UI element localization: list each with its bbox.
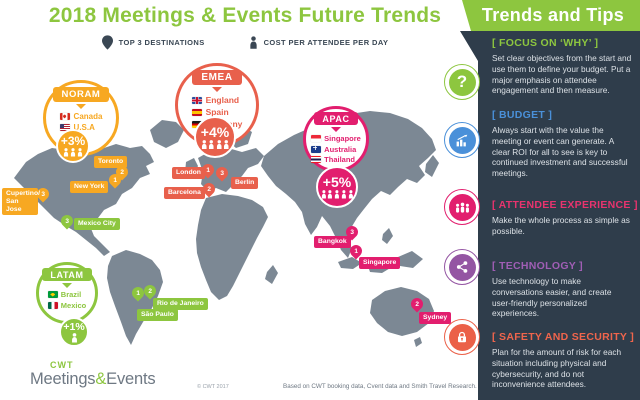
sidebar-panel (460, 31, 640, 400)
region-apac: APAC Singapore Australia Thailand +5% (303, 106, 369, 208)
region-emea: EMEA England Spain Germany +4% (175, 63, 259, 158)
region-latam: LATAM Brazil Mexico +1% (36, 262, 98, 347)
city-label-barcelona: Barcelona (164, 187, 205, 199)
people-icon (444, 189, 480, 225)
chevron-down-icon (62, 283, 72, 288)
new-guinea (398, 251, 423, 268)
region-latam-circle: LATAM Brazil Mexico (36, 262, 98, 324)
germany-flag (191, 120, 202, 128)
section-title-budget: [ BUDGET ] (492, 109, 553, 121)
legend: TOP 3 DESTINATIONS COST PER ATTENDEE PER… (55, 35, 435, 50)
sidebar-header: Trends and Tips (462, 0, 640, 31)
section-body-focus-on-why: Set clear objectives from the start and … (492, 53, 632, 96)
attendee-icon (249, 36, 257, 49)
japan (425, 155, 439, 177)
region-apac-banner: APAC (314, 112, 358, 125)
section-body-attendee-experience: Make the whole process as simple as poss… (492, 215, 630, 236)
city-label-sydney: Sydney (419, 312, 452, 324)
region-apac-change: +5% (316, 166, 358, 208)
legend-destinations: TOP 3 DESTINATIONS (101, 35, 205, 50)
bar-chart-icon (444, 122, 480, 158)
section-title-attendee-experience: [ ATTENDEE EXPERIENCE ] (492, 199, 638, 211)
region-apac-circle: APAC Singapore Australia Thailand (303, 106, 369, 172)
country-label: Thailand (324, 155, 355, 164)
country-label: Brazil (60, 290, 82, 299)
share-icon (444, 249, 480, 285)
attendee-icons (71, 333, 78, 343)
region-latam-banner: LATAM (42, 268, 92, 281)
canada-flag (59, 113, 70, 120)
city-label-london: London (172, 167, 205, 179)
region-emea-banner: EMEA (192, 70, 242, 85)
page-title: 2018 Meetings & Events Future Trends (48, 4, 442, 27)
source-text: Based on CWT booking data, Cvent data an… (283, 383, 477, 390)
region-noram: NORAM Canada U.S.A +3% (43, 80, 119, 163)
philippines (382, 228, 393, 244)
copyright-text: © CWT 2017 (197, 384, 229, 390)
chevron-down-icon (331, 127, 341, 132)
region-latam-change: +1% (59, 317, 89, 347)
spain-flag (191, 108, 202, 116)
continent-africa (196, 194, 268, 300)
usa-flag (59, 124, 70, 131)
map-pin-icon (101, 35, 113, 50)
australia-flag (311, 145, 322, 153)
section-body-technology: Use technology to make conversations eas… (492, 276, 612, 319)
city-label-toronto: Toronto (94, 156, 128, 168)
region-noram-banner: NORAM (52, 87, 110, 102)
singapore-flag (311, 135, 322, 142)
section-title-safety-and-security: [ SAFETY AND SECURITY ] (492, 331, 635, 343)
region-emea-change: +4% (194, 116, 236, 158)
section-title-focus-on-why: [ FOCUS ON ‘WHY’ ] (492, 37, 599, 49)
city-label-mexico-city: Mexico City (74, 218, 120, 230)
legend-cost: COST PER ATTENDEE PER DAY (249, 36, 389, 49)
attendee-icons (201, 140, 230, 149)
country-label: Singapore (324, 134, 361, 143)
cwt-logo: CWT Meetings&Events (30, 360, 156, 389)
attendee-icons (321, 190, 354, 199)
tasmania (414, 337, 422, 347)
question-icon (444, 64, 480, 100)
city-label-bangkok: Bangkok (314, 236, 351, 248)
chevron-down-icon (76, 104, 86, 109)
cwt-logo-main: Meetings&Events (30, 370, 156, 388)
lock-icon (444, 319, 480, 355)
indonesia-west (338, 257, 362, 269)
city-label-sao-paulo: São Paulo (137, 309, 178, 321)
section-title-technology: [ TECHNOLOGY ] (492, 260, 583, 272)
city-label-cupertino-san-jose: Cupertino/ San Jose (2, 188, 40, 216)
madagascar (265, 265, 278, 284)
city-label-berlin: Berlin (231, 177, 259, 189)
legend-cost-label: COST PER ATTENDEE PER DAY (263, 38, 389, 47)
greenland (150, 120, 184, 148)
city-label-new-york: New York (70, 181, 109, 193)
section-body-budget: Always start with the value the meeting … (492, 125, 628, 179)
cwt-logo-top: CWT (50, 360, 74, 370)
country-label: Canada (73, 112, 103, 121)
brazil-flag (47, 291, 58, 298)
city-label-singapore: Singapore (359, 257, 401, 269)
attendee-icons (63, 148, 83, 157)
city-label-rio-de-janeiro: Rio de Janeiro (153, 298, 208, 310)
thailand-flag (311, 156, 322, 163)
country-label: Spain (205, 107, 229, 117)
mexico-flag (47, 301, 58, 309)
continent-europe (198, 148, 264, 192)
country-label: Mexico (60, 300, 87, 310)
legend-destinations-label: TOP 3 DESTINATIONS (118, 38, 205, 47)
country-label: Australia (324, 144, 357, 154)
england-flag (191, 96, 202, 104)
section-body-safety-and-security: Plan for the amount of risk for each sit… (492, 347, 622, 390)
region-noram-change: +3% (56, 129, 90, 163)
country-label: England (205, 95, 240, 105)
chevron-down-icon (212, 87, 222, 92)
country-label: U.S.A (73, 123, 95, 132)
